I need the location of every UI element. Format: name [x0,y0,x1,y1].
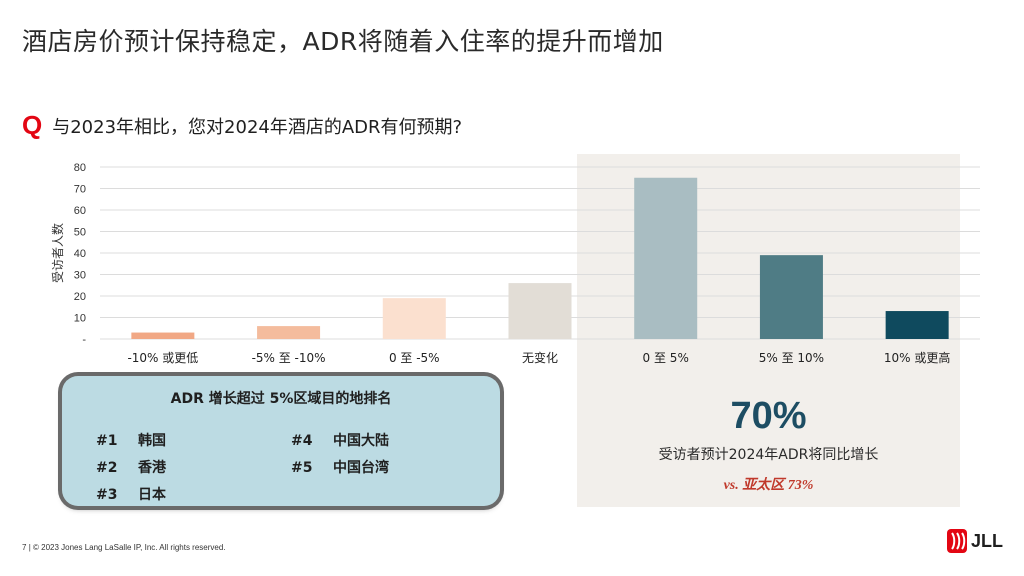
ranking-name: 韩国 [138,433,166,449]
chart-grid [100,166,980,340]
y-tick-label: 80 [74,162,86,174]
jll-logo-text: JLL [971,530,1004,551]
y-tick-label: 50 [74,227,86,239]
ranking-number: #1 [96,433,118,449]
x-category-label: -10% 或更低 [127,351,198,365]
ranking-number: #3 [96,487,118,503]
question-text: 与2023年相比，您对2024年酒店的ADR有何预期? [52,116,463,138]
y-tick-label: 60 [74,205,86,217]
x-axis-labels: -10% 或更低 -5% 至 -10% 0 至 -5% 无变化 0 至 5% 5% 至 1… [127,350,950,365]
chart-bars [131,177,949,339]
y-tick-label: 20 [74,291,86,303]
question: Q 与2023年相比，您对2024年酒店的ADR有何预期? [22,110,462,141]
highlight-comparison: vs. 亚太区 73% [723,478,814,493]
ranking-name: 中国台湾 [333,460,389,476]
ranking-name: 日本 [138,487,166,503]
x-category-label: 0 至 -5% [389,351,440,365]
ranking-item: #1 韩国 [96,430,166,450]
bar [634,177,698,339]
bar [508,283,572,339]
bar [885,311,949,339]
slide-title: 酒店房价预计保持稳定，ADR将随着入住率的提升而增加 [22,27,664,56]
highlight-stat: 70% [730,395,807,437]
ranking-item: #4 中国大陆 [291,430,389,450]
ranking-item: #5 中国台湾 [291,457,389,477]
ranking-item: #3 日本 [96,484,166,504]
highlight-caption: 受访者预计2024年ADR将同比增长 [658,447,879,463]
question-marker: Q [22,110,43,140]
bar [131,332,195,339]
footer: 7 | © 2023 Jones Lang LaSalle IP, Inc. A… [22,543,226,552]
ranking-number: #4 [291,433,313,449]
jll-logo: JLL [946,528,1003,554]
x-category-label: 无变化 [522,350,558,365]
ranking-box: ADR 增长超过 5%区域目的地排名 #1 韩国 #2 香港 #3 日本 #4 中国大陆… [62,376,500,506]
ranking-name: 香港 [138,460,166,476]
page-number: 7 [22,543,27,552]
x-category-label: 10% 或更高 [884,350,951,365]
bar-chart: - 10 20 30 40 50 60 70 80 -10% 或更低 -5% 至 -10% 0 至 … [50,162,980,365]
jll-logo-icon [947,529,967,553]
y-tick-label: 40 [74,248,86,260]
y-axis-label: 受访者人数 [50,223,65,283]
x-category-label: 0 至 5% [643,351,689,365]
ranking-number: #5 [291,460,313,476]
x-category-label: 5% 至 10% [759,351,824,365]
footer-separator: | [28,543,33,552]
ranking-item: #2 香港 [96,457,166,477]
ranking-name: 中国大陆 [333,433,389,449]
y-tick-label: 10 [74,313,86,325]
ranking-number: #2 [96,460,118,476]
ranking-title: ADR 增长超过 5%区域目的地排名 [170,391,392,407]
y-tick-label: 30 [74,270,86,282]
bar [257,326,321,339]
x-category-label: -5% 至 -10% [252,351,326,365]
y-axis-ticks: - 10 20 30 40 50 60 70 80 [74,162,87,346]
bar [759,255,823,339]
bar [382,298,446,339]
y-tick-label: 70 [74,184,86,196]
y-tick-label: - [82,334,86,346]
copyright: © 2023 Jones Lang LaSalle IP, Inc. All r… [33,543,226,552]
